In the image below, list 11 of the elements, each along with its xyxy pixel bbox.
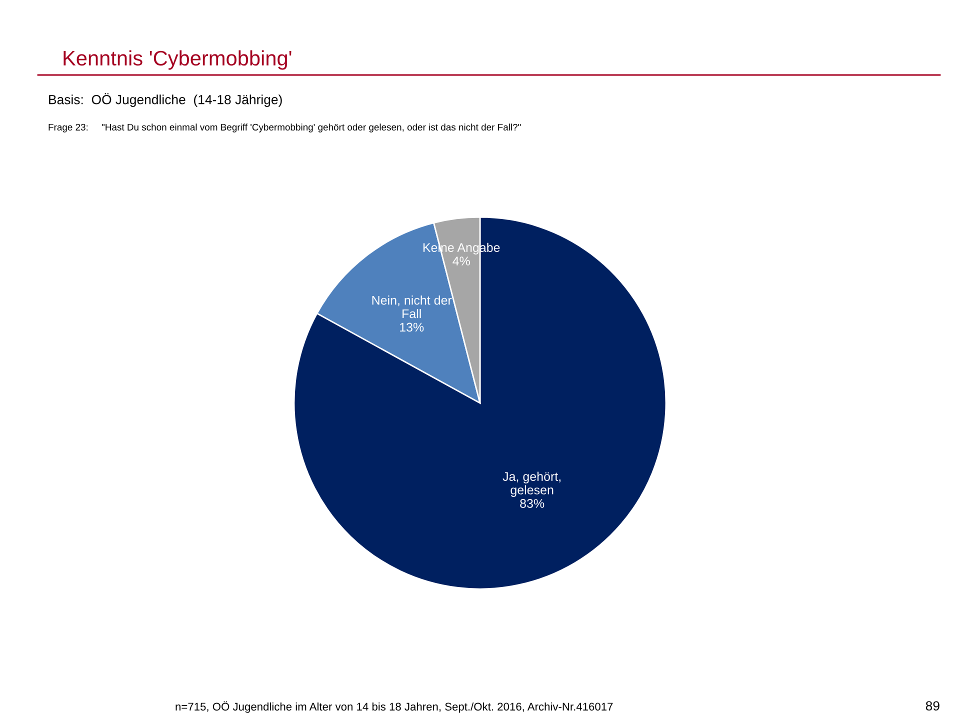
data-label: 4% (452, 256, 470, 266)
data-label: 13% (400, 322, 424, 332)
text: 89 (926, 701, 940, 711)
slice-label: Ja, gehört, gelesen (502, 472, 560, 497)
chart-title: Kenntnis 'Cybermobbing' (64, 50, 292, 70)
pie-slice (293, 216, 667, 590)
text: n=715, OÖ Jugendliche im Alter von 14 bis 18 Jahren, Sept./Okt. 2016, Archiv-Nr.416017 (176, 701, 613, 713)
data-label: 83% (520, 499, 544, 508)
text: Frage 23: "Hast Du schon einmal vom Begriff 'Cybermobbing' gehört oder gelesen, oder ist das nicht der Fall?" (48, 124, 521, 132)
text: Basis: OÖ Jugendliche (14-18 Jährige) (49, 93, 282, 107)
slice-label: Nein, nicht der Fall (372, 296, 452, 318)
